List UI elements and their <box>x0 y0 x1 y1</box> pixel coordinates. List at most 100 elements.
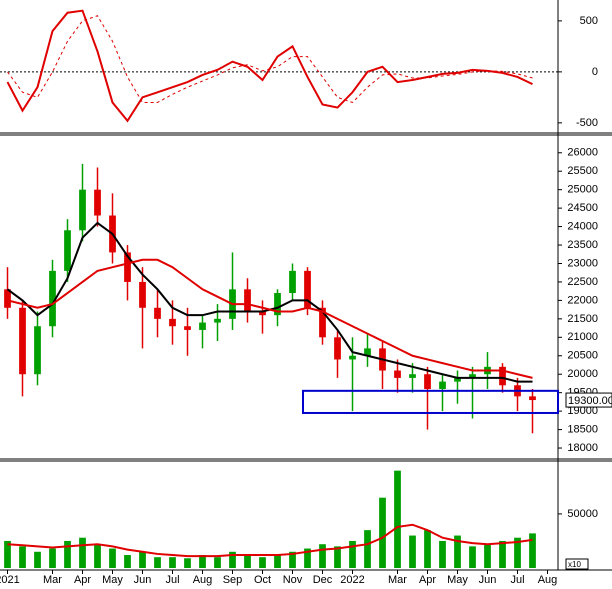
candle-body <box>454 377 461 382</box>
volume-bar <box>379 497 386 568</box>
candle-body <box>184 326 191 330</box>
volume-bar <box>34 551 41 568</box>
x-tick-label: Jun <box>134 574 152 586</box>
candle-body <box>34 326 41 375</box>
y-tick-label: 0 <box>592 66 598 78</box>
axis-note-box <box>565 558 589 570</box>
volume-bar <box>154 557 161 568</box>
x-tick-label: Sep <box>223 574 243 586</box>
highlight-zone <box>302 389 559 414</box>
candle-body <box>169 318 176 327</box>
volume-bar <box>109 548 116 568</box>
volume-bar <box>424 530 431 568</box>
candle-body <box>79 189 86 231</box>
y-tick-label: 24000 <box>567 220 598 232</box>
x-tick-label: 2022 <box>340 574 364 586</box>
volume-bar <box>94 544 101 568</box>
candle-body <box>529 396 536 401</box>
x-tick-label: Aug <box>193 574 213 586</box>
y-tick-label: -500 <box>576 117 598 129</box>
volume-bar <box>319 544 326 568</box>
x-tick-label: Jul <box>510 574 524 586</box>
y-tick-label: 20500 <box>567 350 598 362</box>
x-tick-label: Mar <box>43 574 62 586</box>
y-tick-label: 50000 <box>567 508 598 520</box>
x-tick-label: May <box>102 574 123 586</box>
candle-body <box>154 307 161 319</box>
candle-body <box>289 270 296 294</box>
volume-bar <box>334 546 341 568</box>
volume-bar <box>454 535 461 568</box>
volume-bar <box>214 557 221 568</box>
candle-body <box>319 307 326 338</box>
volume-bar <box>274 555 281 568</box>
volume-bar <box>19 546 26 568</box>
x-tick-label: Oct <box>254 574 271 586</box>
y-tick-label: 22000 <box>567 294 598 306</box>
y-tick-label: 23500 <box>567 239 598 251</box>
x-tick-label: Aug <box>538 574 558 586</box>
volume-bar <box>289 551 296 568</box>
candle-body <box>334 337 341 360</box>
volume-bar <box>259 557 266 568</box>
x-tick-label: Apr <box>419 574 436 586</box>
candle-body <box>364 348 371 356</box>
volume-bar <box>139 551 146 568</box>
candle-body <box>199 322 206 330</box>
x-tick-label: 2021 <box>0 574 20 586</box>
x-tick-label: May <box>447 574 468 586</box>
volume-bar <box>349 540 356 568</box>
volume-bar <box>304 548 311 568</box>
candle-body <box>469 374 476 378</box>
last-price-box <box>565 392 612 408</box>
volume-bar <box>529 533 536 568</box>
volume-average <box>7 523 533 558</box>
volume-bar <box>499 540 506 568</box>
candle-body <box>94 189 101 216</box>
candle-body <box>349 355 356 360</box>
candle-body <box>124 252 131 282</box>
y-tick-label: 25000 <box>567 184 598 196</box>
last-price-label: 19300.00 <box>568 395 612 407</box>
volume-bar <box>64 540 71 568</box>
candle-body <box>304 270 311 308</box>
candle-body <box>139 281 146 308</box>
volume-bar <box>439 540 446 568</box>
x-tick-label: Dec <box>313 574 333 586</box>
moving-average <box>7 258 533 379</box>
volume-bar <box>409 535 416 568</box>
candle-body <box>439 381 446 389</box>
candle-body <box>4 289 11 308</box>
candle-body <box>19 307 26 375</box>
volume-bar <box>79 537 86 568</box>
y-tick-label: 18000 <box>567 442 598 454</box>
volume-bar <box>469 546 476 568</box>
volume-bar <box>484 544 491 568</box>
x-tick-label: Jun <box>479 574 497 586</box>
y-tick-label: 25500 <box>567 165 598 177</box>
candle-body <box>49 270 56 327</box>
x-tick-label: Nov <box>283 574 303 586</box>
volume-bar <box>184 558 191 568</box>
candle-body <box>64 230 71 271</box>
candle-body <box>244 289 251 312</box>
y-tick-label: 24500 <box>567 202 598 214</box>
y-tick-label: 19000 <box>567 405 598 417</box>
y-tick-label: 500 <box>580 15 598 27</box>
volume-bar <box>394 470 401 568</box>
volume-bar <box>169 557 176 568</box>
volume-bar <box>514 537 521 568</box>
y-tick-label: 21000 <box>567 331 598 343</box>
volume-bar <box>244 555 251 568</box>
x-tick-label: Mar <box>388 574 407 586</box>
volume-bar <box>229 551 236 568</box>
y-tick-label: 22500 <box>567 276 598 288</box>
y-tick-label: 26000 <box>567 147 598 159</box>
candle-body <box>259 311 266 316</box>
x-tick-label: Apr <box>74 574 91 586</box>
volume-bar <box>49 548 56 568</box>
y-tick-label: 21500 <box>567 313 598 325</box>
candle-body <box>424 374 431 389</box>
y-tick-label: 23000 <box>567 257 598 269</box>
indicator-line <box>7 15 533 104</box>
